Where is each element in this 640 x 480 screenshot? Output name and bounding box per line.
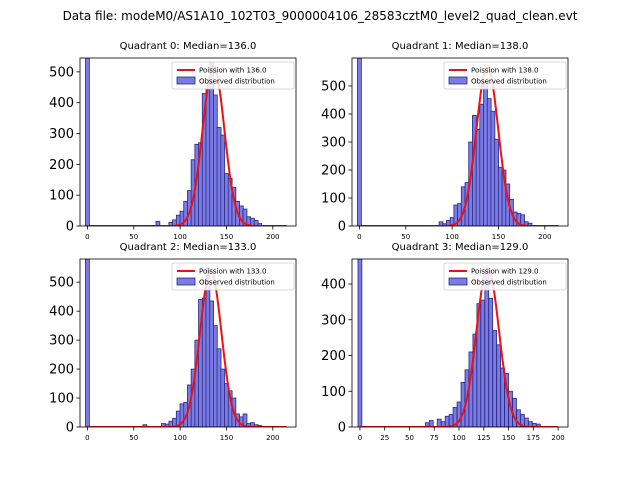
legend-bar-swatch [176,76,196,85]
quadrant-1-chart: Quadrant 1: Median=138.0 0 50 100 150 200 0 100… [321,41,569,241]
y-tick-label: 400 [321,108,346,123]
axes-frame [79,258,297,428]
quadrant-3-chart: Quadrant 3: Median=129.0 0 25 50 75 100 125 150… [321,242,569,442]
legend: Poission with 133.0 Observed distribution [171,262,295,291]
quadrant-2-chart: Quadrant 2: Median=133.0 0 50 100 150 200 0 100… [49,242,297,442]
x-tick-label: 100 [452,434,465,442]
legend-bar-swatch [176,277,196,286]
y-tick-label: 300 [49,334,74,349]
y-tick-label: 0 [66,220,74,235]
panel-title: Quadrant 0: Median=136.0 [120,41,257,52]
x-tick-label: 50 [129,233,138,241]
y-tick-label: 100 [49,392,74,407]
legend-bar-swatch [448,76,468,85]
y-tick-label: 400 [49,96,74,111]
legend-label: Observed distribution [199,78,275,86]
histogram-bar [520,214,525,226]
x-tick-label: 0 [85,434,89,442]
y-tick-label: 200 [49,158,74,173]
y-tick-label: 0 [338,421,346,436]
histogram-bar [357,58,362,226]
x-tick-label: 75 [430,434,439,442]
legend-box [443,262,567,291]
quadrant-0-chart: Quadrant 0: Median=136.0 0 50 100 150 200 0 100… [49,41,297,241]
legend-bar-swatch [448,277,468,286]
histogram-bar [492,330,498,427]
poisson-curve [359,65,559,226]
x-tick-label: 200 [538,233,551,241]
x-tick-label: 0 [357,233,361,241]
legend-label: Poission with 129.0 [471,268,539,276]
histogram-bar [488,297,494,427]
legend: Poission with 129.0 Observed distribution [443,262,567,291]
legend-box [171,262,295,291]
legend-label: Observed distribution [471,78,547,86]
histogram-bar [480,299,486,427]
legend-box [171,61,295,90]
y-tick-label: 0 [66,421,74,436]
y-tick-label: 200 [321,164,346,179]
y-tick-label: 300 [321,136,346,151]
x-tick-label: 175 [527,434,540,442]
legend-label: Poission with 138.0 [471,67,539,75]
y-tick-label: 300 [49,127,74,142]
y-tick-label: 200 [49,363,74,378]
x-tick-label: 50 [401,233,410,241]
x-tick-label: 200 [266,434,279,442]
y-tick-label: 500 [49,65,74,80]
x-tick-label: 100 [445,233,458,241]
x-tick-label: 0 [358,434,362,442]
histogram-bar [85,58,90,226]
x-tick-label: 200 [266,233,279,241]
y-tick-label: 400 [321,278,346,293]
x-tick-label: 150 [220,233,233,241]
axes-frame [79,57,297,227]
legend-label: Poission with 136.0 [199,67,267,75]
x-tick-label: 50 [129,434,138,442]
x-tick-label: 150 [502,434,515,442]
histogram-bar [85,259,90,427]
x-tick-label: 150 [492,233,505,241]
histogram-bar [436,418,442,427]
histogram-bar [444,415,450,427]
y-tick-label: 100 [321,192,346,207]
histogram-bar [257,223,263,226]
legend-label: Observed distribution [471,279,547,287]
x-tick-label: 125 [477,434,490,442]
y-tick-label: 300 [321,313,346,328]
x-tick-label: 150 [220,434,233,442]
panel-title: Quadrant 3: Median=129.0 [392,242,529,253]
y-tick-label: 100 [49,189,74,204]
figure-suptitle: Data file: modeM0/AS1A10_102T03_90000041… [63,9,578,23]
legend-box [443,61,567,90]
legend-label: Observed distribution [199,279,275,287]
histogram-bar [484,269,490,427]
histogram-bar [142,424,148,427]
legend: Poission with 136.0 Observed distribution [171,61,295,90]
histogram-bar [357,259,363,427]
x-tick-label: 0 [85,233,89,241]
x-tick-label: 100 [173,434,186,442]
y-tick-label: 100 [321,385,346,400]
axes-frame [351,258,569,428]
poisson-curve [359,266,559,427]
plot-area [85,259,287,427]
legend: Poission with 138.0 Observed distribution [443,61,567,90]
x-tick-label: 200 [551,434,564,442]
x-tick-label: 100 [173,233,186,241]
histogram-bar [460,381,466,427]
y-tick-label: 200 [321,349,346,364]
y-tick-label: 0 [338,220,346,235]
x-tick-label: 50 [405,434,414,442]
x-tick-label: 25 [380,434,389,442]
y-tick-label: 400 [49,305,74,320]
panel-title: Quadrant 1: Median=138.0 [392,41,529,52]
panel-title: Quadrant 2: Median=133.0 [120,242,257,253]
legend-label: Poission with 133.0 [199,268,267,276]
y-tick-label: 500 [49,276,74,291]
histogram-bar [496,344,501,427]
y-tick-label: 500 [321,80,346,95]
